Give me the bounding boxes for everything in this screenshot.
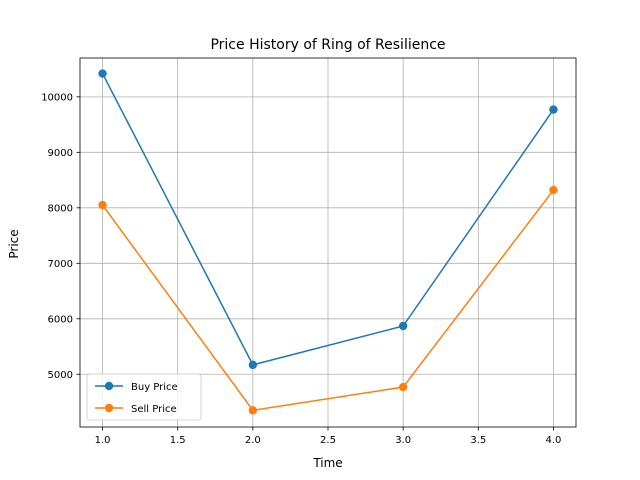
x-tick-label: 2.0 (245, 435, 261, 446)
buy-price-line (101, 73, 555, 366)
x-tick-label: 4.0 (546, 435, 562, 446)
y-tick-label: 9000 (48, 148, 73, 159)
y-axis-label: Price (7, 229, 21, 258)
y-tick-label: 6000 (48, 314, 73, 325)
buy-price-point (98, 69, 107, 78)
legend-marker (104, 403, 114, 413)
y-tick-label: 8000 (48, 203, 73, 214)
series-layer (98, 69, 558, 415)
x-tick-label: 1.5 (170, 435, 186, 446)
chart-title: Price History of Ring of Resilience (210, 37, 445, 53)
y-tick-label: 10000 (41, 92, 73, 103)
series-buy-price (98, 69, 558, 370)
legend-label: Buy Price (131, 382, 178, 393)
legend: Buy Price Sell Price (86, 373, 202, 421)
sell-price-point (98, 200, 107, 210)
buy-price-point (248, 360, 258, 370)
x-tick-label: 1.0 (95, 435, 111, 446)
sell-price-line (101, 189, 555, 412)
sell-price-point (398, 382, 408, 392)
x-tick-label: 2.5 (320, 435, 336, 446)
x-axis-label: Time (312, 456, 342, 470)
x-tick-label: 3.0 (395, 435, 411, 446)
legend-marker (104, 381, 114, 391)
sell-price-point (248, 406, 258, 415)
tick-layer: 1.0 1.5 2.0 2.5 3.0 3.5 4.0 5000 6000 7000 8000 900… (41, 92, 561, 446)
y-tick-label: 5000 (48, 370, 73, 381)
buy-price-point (398, 321, 408, 331)
legend-label: Sell Price (131, 404, 177, 415)
sell-price-point (549, 185, 558, 195)
x-tick-label: 3.5 (470, 435, 486, 446)
y-tick-label: 7000 (48, 259, 73, 270)
series-sell-price (98, 185, 558, 415)
buy-price-point (549, 105, 558, 114)
